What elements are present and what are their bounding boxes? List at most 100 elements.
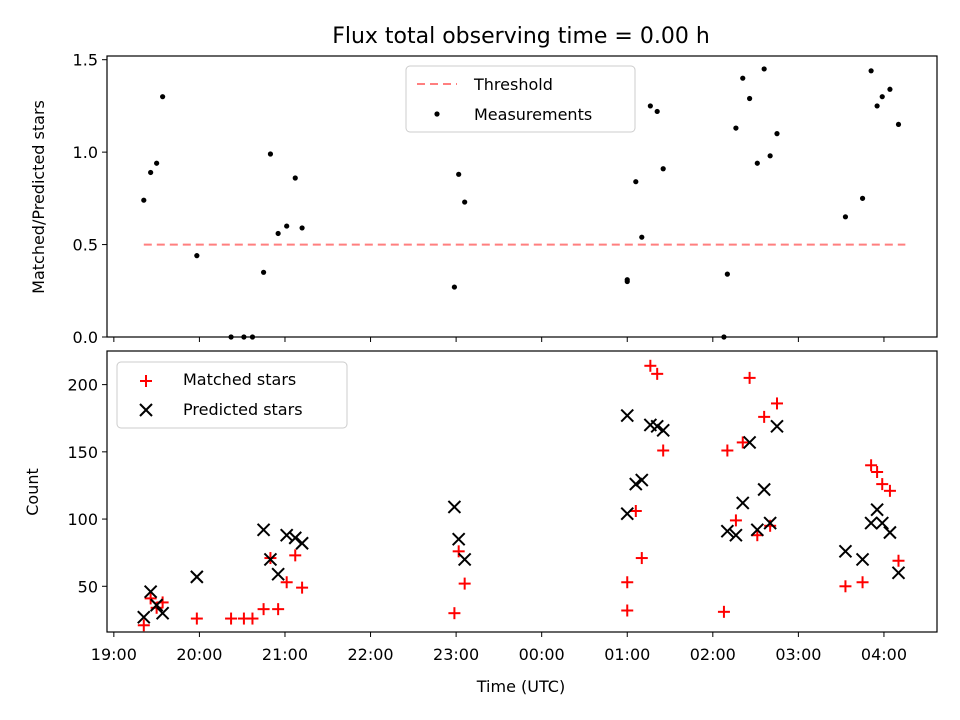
matched-star-marker bbox=[296, 581, 309, 594]
measurement-point bbox=[141, 197, 147, 203]
predicted-star-marker bbox=[729, 528, 743, 542]
matched-star-marker bbox=[137, 619, 150, 632]
top-y-tick-label: 1.0 bbox=[73, 143, 98, 162]
predicted-star-marker bbox=[263, 552, 278, 567]
predicted-star-marker bbox=[870, 502, 884, 517]
measurement-point bbox=[895, 121, 902, 128]
matched-star-marker bbox=[657, 444, 670, 457]
legend-measurements-label: Measurements bbox=[474, 105, 592, 124]
measurement-point bbox=[733, 125, 739, 131]
matched-star-marker bbox=[651, 367, 664, 380]
bottom-x-tick-label: 23:00 bbox=[433, 645, 479, 664]
matched-star-marker bbox=[272, 603, 285, 616]
predicted-star-marker bbox=[736, 496, 750, 510]
measurement-point bbox=[724, 271, 730, 277]
top-y-tick-label: 0.5 bbox=[73, 236, 98, 255]
bottom-y-axis-label: Count bbox=[23, 468, 42, 516]
matched-star-marker bbox=[257, 603, 270, 616]
measurement-point bbox=[868, 68, 874, 74]
measurement-point bbox=[647, 103, 653, 109]
predicted-star-marker bbox=[279, 528, 294, 542]
matched-star-marker bbox=[246, 612, 259, 625]
top-panel: 0.0 0.5 1.0 1.5 Matched/Predicted stars Thr… bbox=[29, 51, 938, 347]
measurement-point bbox=[267, 151, 274, 157]
top-legend: Threshold Measurements bbox=[405, 65, 636, 133]
measurement-points bbox=[141, 66, 902, 340]
predicted-star-marker bbox=[656, 423, 670, 438]
bottom-panel: 50 100 150 200 19:00 20:00 21:00 22:00 23:00 00:… bbox=[23, 350, 938, 696]
figure-title: Flux total observing time = 0.00 h bbox=[332, 24, 710, 49]
measurement-point bbox=[721, 334, 727, 340]
measurement-point bbox=[249, 334, 256, 340]
measurement-point bbox=[624, 277, 630, 283]
measurement-point bbox=[633, 179, 639, 185]
top-y-axis-label: Matched/Predicted stars bbox=[29, 100, 48, 294]
predicted-star-marker bbox=[149, 598, 164, 612]
predicted-star-marker bbox=[620, 506, 634, 521]
measurement-point bbox=[774, 131, 780, 137]
top-axes-frame bbox=[106, 55, 938, 338]
predicted-star-marker bbox=[855, 552, 870, 567]
matched-star-marker bbox=[729, 514, 742, 527]
predicted-star-marker bbox=[720, 524, 735, 538]
top-y-tick-label: 1.5 bbox=[73, 51, 98, 70]
predicted-star-marker bbox=[838, 544, 853, 559]
measurement-point bbox=[228, 334, 234, 340]
measurement-point bbox=[639, 234, 645, 240]
legend-matched-swatch bbox=[140, 375, 152, 387]
bottom-x-tick-label: 19:00 bbox=[91, 645, 137, 664]
predicted-star-marker bbox=[742, 435, 757, 450]
matched-star-marker bbox=[190, 612, 203, 625]
matched-star-marker bbox=[644, 359, 657, 372]
matched-star-marker bbox=[876, 478, 889, 491]
legend-measurements-swatch bbox=[434, 111, 440, 117]
measurement-point bbox=[260, 269, 267, 275]
predicted-star-marker bbox=[155, 606, 170, 620]
measurement-point bbox=[292, 175, 298, 181]
matched-star-marker bbox=[629, 504, 642, 517]
predicted-star-marker bbox=[883, 525, 897, 540]
measurement-point bbox=[148, 169, 154, 176]
bottom-legend: Matched stars Predicted stars bbox=[116, 361, 348, 429]
matched-star-marker bbox=[871, 466, 884, 479]
measurement-point bbox=[241, 334, 247, 340]
measurement-point bbox=[284, 223, 290, 229]
measurement-point bbox=[842, 214, 849, 220]
measurement-point bbox=[740, 75, 746, 81]
bottom-axes-frame bbox=[106, 350, 938, 633]
measurement-point bbox=[194, 253, 200, 259]
predicted-star-marker bbox=[635, 473, 649, 487]
matched-star-marker bbox=[764, 519, 777, 532]
measurement-point bbox=[761, 66, 767, 72]
bottom-y-tick-label: 150 bbox=[67, 443, 98, 462]
top-x-ticks bbox=[113, 337, 885, 342]
measurement-point bbox=[887, 86, 893, 92]
measurement-point bbox=[654, 108, 660, 115]
measurement-point bbox=[859, 195, 866, 201]
top-legend-box bbox=[405, 65, 636, 133]
matched-star-marker bbox=[856, 576, 869, 589]
matched-star-marker bbox=[770, 397, 783, 410]
predicted-star-marker bbox=[271, 567, 285, 581]
predicted-star-marker bbox=[875, 516, 889, 530]
legend-threshold-label: Threshold bbox=[473, 75, 553, 94]
bottom-x-tick-label: 02:00 bbox=[690, 645, 736, 664]
matched-star-points bbox=[137, 359, 905, 632]
matched-star-marker bbox=[621, 604, 634, 617]
predicted-star-marker bbox=[451, 532, 466, 546]
matched-star-marker bbox=[452, 545, 465, 558]
measurement-point bbox=[767, 153, 773, 159]
matched-star-marker bbox=[721, 444, 734, 457]
matched-star-marker bbox=[743, 371, 756, 384]
matched-star-marker bbox=[225, 612, 238, 625]
measurement-point bbox=[456, 171, 462, 177]
measurement-point bbox=[874, 103, 880, 109]
predicted-star-marker bbox=[891, 566, 906, 580]
matched-star-marker bbox=[458, 577, 471, 590]
bottom-x-tick-label: 01:00 bbox=[604, 645, 650, 664]
predicted-star-marker bbox=[770, 419, 784, 433]
predicted-star-marker bbox=[447, 500, 462, 514]
bottom-x-tick-label: 04:00 bbox=[861, 645, 907, 664]
measurement-point bbox=[660, 166, 666, 172]
